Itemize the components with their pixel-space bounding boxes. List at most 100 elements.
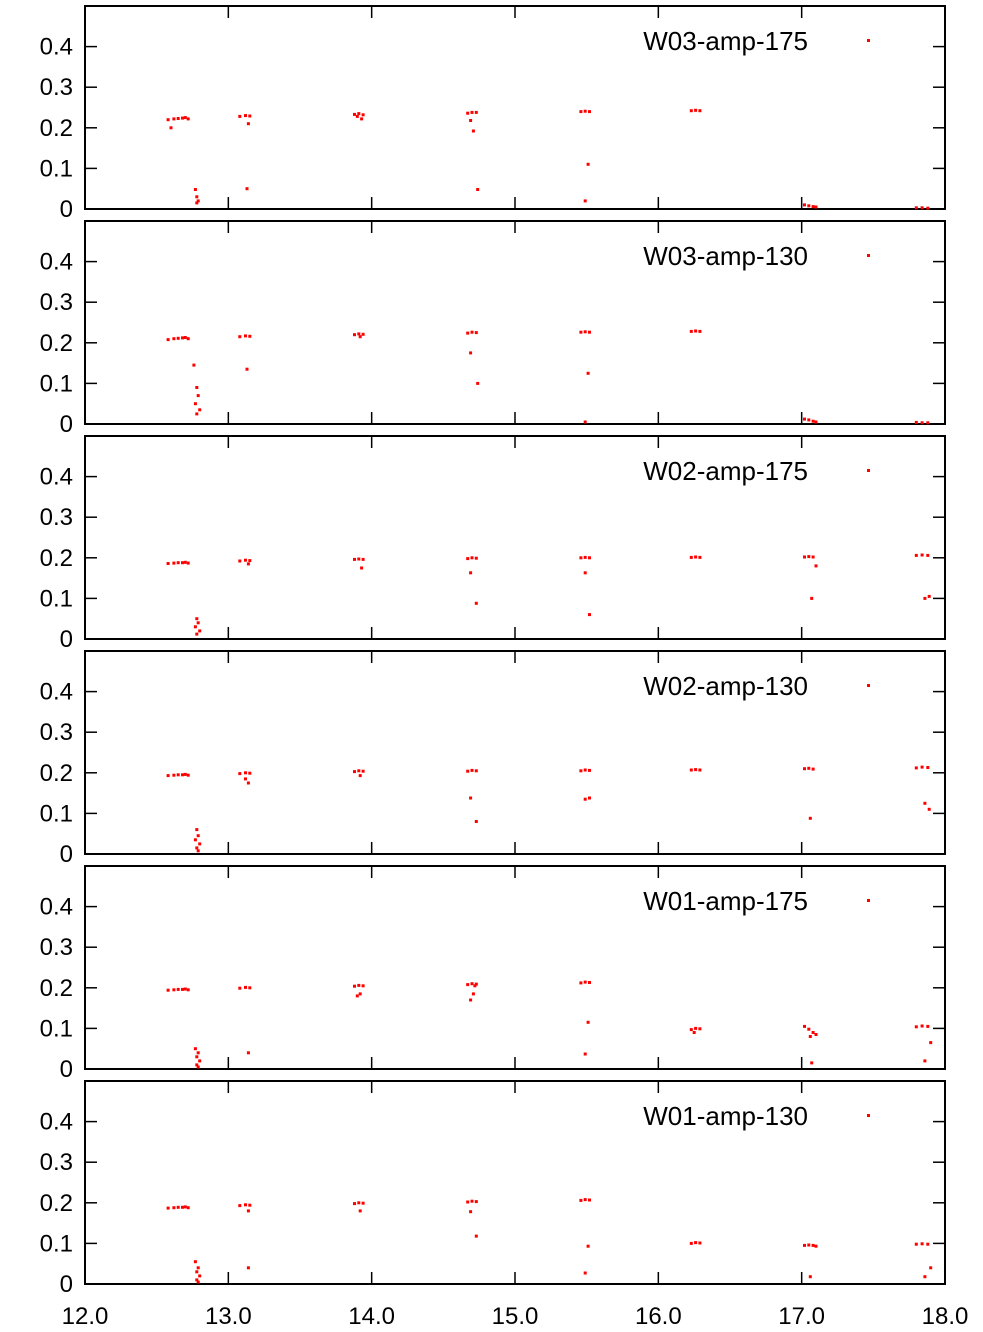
data-point — [469, 796, 473, 800]
data-point — [361, 557, 365, 561]
data-point — [583, 1052, 587, 1056]
data-point — [807, 766, 811, 770]
y-tick-label: 0.2 — [40, 545, 73, 572]
data-point — [183, 1205, 187, 1209]
data-point — [196, 1065, 200, 1069]
data-point — [803, 555, 806, 559]
legend-marker — [867, 1114, 870, 1117]
data-point — [583, 420, 587, 424]
y-tick-label: 0.1 — [40, 155, 73, 182]
legend-marker — [867, 469, 870, 472]
data-point — [698, 109, 702, 113]
data-point — [698, 329, 702, 333]
data-point — [588, 796, 591, 800]
data-point — [807, 1027, 811, 1031]
data-point — [186, 1206, 190, 1210]
data-point — [360, 566, 364, 570]
data-point — [689, 1241, 693, 1245]
data-point — [186, 337, 190, 341]
data-point — [195, 1063, 199, 1067]
data-point — [355, 114, 359, 118]
data-point — [583, 797, 587, 801]
data-point — [927, 594, 931, 598]
data-point — [810, 596, 814, 600]
data-point — [244, 558, 247, 562]
legend-marker — [867, 684, 870, 687]
data-point — [474, 820, 478, 823]
data-point — [470, 330, 474, 334]
data-point — [588, 613, 591, 617]
data-point — [694, 108, 698, 112]
data-point — [183, 560, 187, 564]
data-point — [357, 983, 361, 987]
data-point — [248, 986, 252, 990]
data-point — [811, 1243, 815, 1247]
data-point — [469, 1210, 473, 1214]
data-point — [196, 394, 200, 398]
data-point — [689, 555, 693, 559]
data-point — [471, 992, 475, 996]
data-point — [689, 1028, 693, 1032]
data-point — [246, 781, 250, 785]
y-tick-label: 0.3 — [40, 934, 73, 961]
data-point — [470, 1199, 474, 1203]
data-point — [244, 334, 247, 338]
data-point — [583, 109, 587, 113]
data-point — [361, 984, 365, 988]
data-point — [914, 553, 918, 557]
data-point — [186, 117, 190, 121]
data-point — [914, 766, 918, 770]
data-point — [172, 117, 176, 121]
data-point — [808, 1275, 812, 1279]
data-point — [176, 773, 180, 777]
panel-W02-amp-175: 0 0.1 0.2 0.3 0.4 W02-amp-175 — [40, 435, 946, 653]
y-tick-label: 0.4 — [40, 464, 73, 491]
data-point — [474, 110, 478, 114]
data-point — [166, 774, 170, 778]
data-point — [811, 205, 815, 209]
data-point — [357, 1201, 361, 1205]
data-point — [196, 621, 200, 625]
data-point — [181, 336, 184, 340]
y-tick-label: 0 — [60, 196, 73, 223]
data-point — [195, 1270, 199, 1274]
data-point — [244, 985, 247, 989]
data-point — [195, 195, 199, 199]
data-point — [814, 1244, 818, 1248]
data-point — [238, 114, 242, 118]
data-point — [172, 1206, 176, 1210]
data-point — [920, 421, 924, 425]
data-point — [169, 126, 173, 130]
data-point — [692, 1031, 696, 1034]
data-point — [588, 1198, 591, 1202]
legend-marker — [867, 899, 870, 902]
data-point — [248, 1203, 252, 1207]
data-point — [195, 632, 199, 636]
data-point — [579, 556, 583, 560]
data-point — [694, 768, 698, 772]
data-point — [246, 1209, 250, 1213]
data-point — [471, 129, 475, 133]
data-point — [183, 772, 187, 776]
y-tick-label: 0.3 — [40, 289, 73, 316]
data-point — [808, 1035, 812, 1038]
legend-label: W01-amp-130 — [643, 1101, 808, 1131]
data-point — [583, 571, 587, 575]
panel-W02-amp-130: 0 0.1 0.2 0.3 0.4 W02-amp-130 — [40, 650, 946, 868]
data-point — [196, 849, 200, 853]
data-point — [814, 420, 818, 424]
data-point — [579, 769, 583, 773]
data-point — [470, 982, 474, 986]
data-point — [246, 1051, 250, 1055]
legend-marker — [867, 39, 870, 42]
panel-frame — [84, 1080, 946, 1285]
y-tick-label: 0.3 — [40, 1149, 73, 1176]
y-tick-label: 0.4 — [40, 1109, 73, 1136]
data-point — [807, 1243, 811, 1247]
panel-W03-amp-175: 0 0.1 0.2 0.3 0.4 W03-amp-175 — [40, 5, 946, 223]
data-point — [926, 421, 930, 425]
data-point — [238, 559, 242, 563]
data-point — [181, 561, 184, 565]
data-point — [694, 1241, 698, 1245]
data-point — [583, 199, 587, 203]
